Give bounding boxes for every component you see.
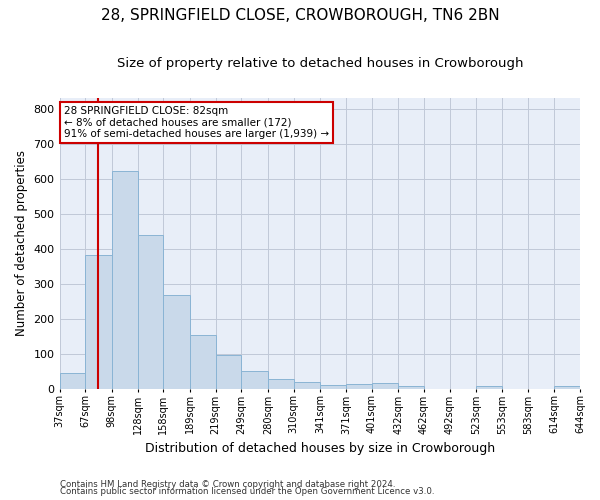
Bar <box>371 384 398 388</box>
X-axis label: Distribution of detached houses by size in Crowborough: Distribution of detached houses by size … <box>145 442 495 455</box>
Bar <box>268 378 293 388</box>
Bar <box>163 295 190 388</box>
Text: 28 SPRINGFIELD CLOSE: 82sqm
← 8% of detached houses are smaller (172)
91% of sem: 28 SPRINGFIELD CLOSE: 82sqm ← 8% of deta… <box>64 106 329 139</box>
Text: Contains public sector information licensed under the Open Government Licence v3: Contains public sector information licen… <box>60 488 434 496</box>
Bar <box>190 335 215 388</box>
Title: Size of property relative to detached houses in Crowborough: Size of property relative to detached ho… <box>116 58 523 70</box>
Bar <box>476 386 502 388</box>
Text: 28, SPRINGFIELD CLOSE, CROWBOROUGH, TN6 2BN: 28, SPRINGFIELD CLOSE, CROWBOROUGH, TN6 … <box>101 8 499 22</box>
Bar <box>85 254 112 388</box>
Y-axis label: Number of detached properties: Number of detached properties <box>15 150 28 336</box>
Text: Contains HM Land Registry data © Crown copyright and database right 2024.: Contains HM Land Registry data © Crown c… <box>60 480 395 489</box>
Bar <box>137 234 163 388</box>
Bar <box>293 382 320 388</box>
Bar <box>215 355 241 388</box>
Bar <box>112 170 137 388</box>
Bar <box>346 384 371 388</box>
Bar <box>320 384 346 388</box>
Bar <box>398 386 424 388</box>
Bar <box>241 370 268 388</box>
Bar <box>554 386 580 388</box>
Bar <box>59 373 85 388</box>
